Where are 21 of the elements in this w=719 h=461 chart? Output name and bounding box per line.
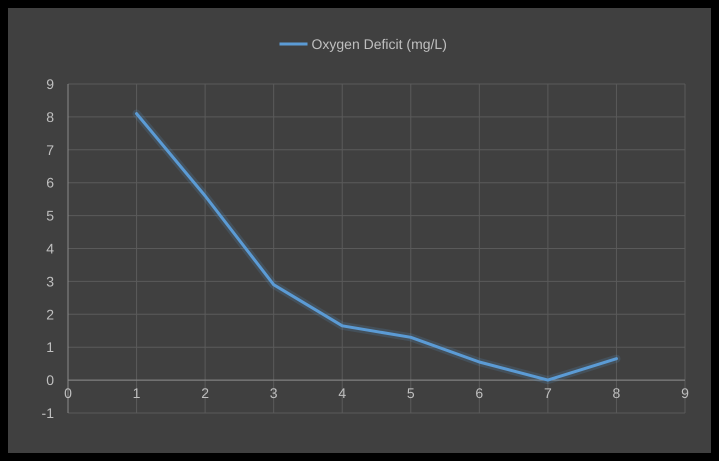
y-tick-label: 1 xyxy=(46,339,54,356)
y-tick-label: 5 xyxy=(46,208,54,224)
y-tick-label: 9 xyxy=(46,76,54,92)
y-tick-label: -1 xyxy=(42,405,54,421)
x-tick-label: 8 xyxy=(612,385,621,402)
x-tick-label: 3 xyxy=(270,385,278,402)
y-tick-label: 0 xyxy=(46,372,54,388)
x-tick-label: 7 xyxy=(544,385,552,402)
legend-label: Oxygen Deficit (mg/L) xyxy=(312,36,447,52)
y-tick-label: 3 xyxy=(46,273,54,290)
x-tick-label: 9 xyxy=(681,385,690,402)
x-tick-label: 5 xyxy=(406,385,415,402)
x-tick-label: 1 xyxy=(132,385,141,402)
x-tick-label: 2 xyxy=(201,385,210,402)
y-tick-label: 7 xyxy=(46,142,54,158)
y-tick-label: 4 xyxy=(46,240,54,256)
y-tick-label: 2 xyxy=(46,306,54,322)
y-tick-label: 8 xyxy=(46,108,54,125)
x-tick-label: 6 xyxy=(475,385,484,402)
y-tick-label: 6 xyxy=(46,174,54,191)
x-tick-label: 4 xyxy=(338,385,346,402)
